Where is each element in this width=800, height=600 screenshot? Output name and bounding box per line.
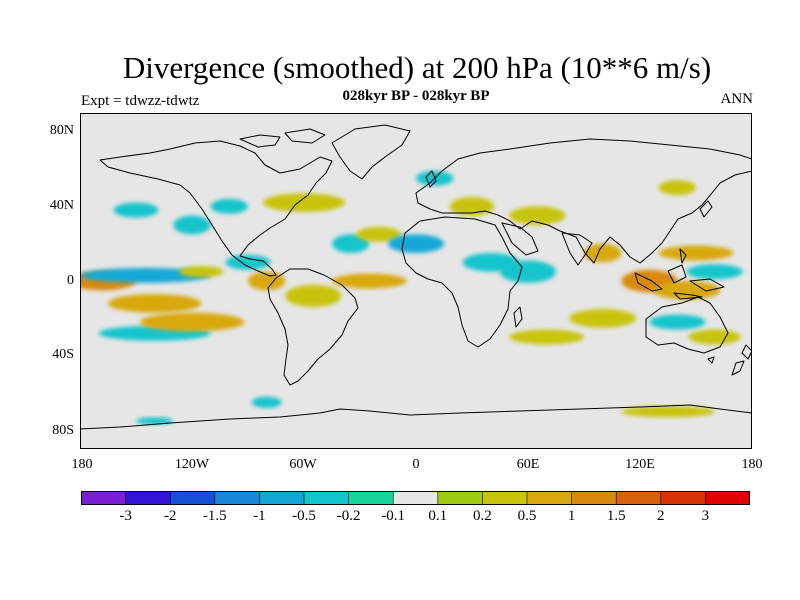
colorbar-tick-label: 0.1 (428, 508, 448, 524)
colorbar-tick-label: -1.5 (202, 508, 227, 524)
divergence-region (136, 417, 174, 425)
colorbar-tick-label: -0.5 (292, 508, 316, 524)
experiment-label: Expt = tdwzz-tdwtz (81, 93, 200, 109)
colorbar-cell (660, 491, 706, 505)
lon-tick-label: 60W (289, 457, 317, 472)
divergence-region (356, 226, 402, 242)
colorbar-cell (392, 491, 439, 505)
divergence-region (251, 396, 282, 408)
divergence-region (332, 273, 407, 289)
colorbar-cell (259, 491, 305, 505)
colorbar-cell (214, 491, 261, 505)
coastlines (80, 124, 752, 430)
divergence-region (262, 193, 346, 212)
colorbar-cell (125, 491, 171, 505)
lat-tick-label: 0 (67, 273, 74, 288)
divergence-region (658, 180, 696, 196)
colorbar-cell (571, 491, 617, 505)
colorbar-cell (348, 491, 394, 505)
colorbar-tick-label: -0.1 (381, 508, 406, 524)
colorbar-cell (437, 491, 483, 505)
lat-tick-label: 40S (52, 347, 74, 362)
colorbar-tick-label: -2 (163, 508, 177, 524)
divergence-region (173, 215, 211, 235)
lon-tick-label: 180 (71, 457, 93, 472)
colorbar-cell (482, 491, 528, 505)
divergence-region (210, 198, 248, 214)
divergence-region (248, 271, 286, 291)
divergence-region (658, 245, 734, 261)
divergence-map (80, 113, 752, 449)
lon-tick-label: 120W (174, 457, 210, 472)
colorbar-tick-label: 0.5 (517, 508, 537, 524)
divergence-region (688, 329, 741, 345)
colorbar-tick-label: -1 (253, 508, 266, 524)
colorbar (81, 491, 750, 505)
divergence-region (80, 267, 211, 283)
divergence-region (113, 202, 159, 218)
colorbar-cell (526, 491, 573, 505)
divergence-region (332, 234, 370, 253)
colorbar-frame (81, 491, 750, 505)
colorbar-tick-label: -3 (119, 508, 132, 524)
colorbar-cell (169, 491, 216, 505)
lon-tick-label: 60E (516, 457, 540, 472)
colorbar-cell (615, 491, 662, 505)
colorbar-cell (81, 491, 127, 505)
colorbar-tick-label: 1.5 (606, 508, 626, 524)
colorbar-cell (303, 491, 350, 505)
colorbar-tick-label: 3 (701, 508, 710, 524)
plot-subtitle: 028kyr BP - 028kyr BP (342, 88, 490, 104)
divergence-region (178, 266, 224, 278)
colorbar-cells (81, 491, 750, 505)
lat-tick-label: 80N (49, 123, 74, 138)
lat-tick-label: 80S (52, 423, 74, 438)
season-label: ANN (720, 91, 754, 107)
contour-field-group (80, 170, 743, 425)
plot-title: Divergence (smoothed) at 200 hPa (10**6 … (122, 50, 712, 85)
divergence-region (388, 234, 444, 253)
map-frame (80, 113, 752, 449)
divergence-region (500, 260, 556, 283)
divergence-region (509, 206, 566, 225)
lat-tick-label: 40N (49, 198, 74, 213)
divergence-region (108, 294, 202, 313)
divergence-region (653, 281, 721, 300)
divergence-region (649, 314, 706, 330)
divergence-region (225, 254, 271, 270)
divergence-region (285, 284, 342, 308)
divergence-region (686, 264, 743, 280)
colorbar-tick-label: 0.2 (473, 508, 492, 524)
colorbar-tick-label: 1 (567, 508, 576, 524)
lon-tick-label: 0 (412, 457, 420, 472)
colorbar-tick-label: 2 (657, 508, 665, 524)
lon-tick-label: 120E (625, 457, 655, 472)
divergence-region (621, 406, 715, 418)
lon-tick-label: 180 (741, 457, 763, 472)
colorbar-cell (705, 491, 750, 505)
divergence-region (509, 329, 584, 345)
divergence-region (584, 243, 622, 263)
colorbar-tick-label: -0.2 (336, 508, 361, 524)
divergence-region (139, 312, 245, 332)
divergence-region (569, 309, 637, 328)
